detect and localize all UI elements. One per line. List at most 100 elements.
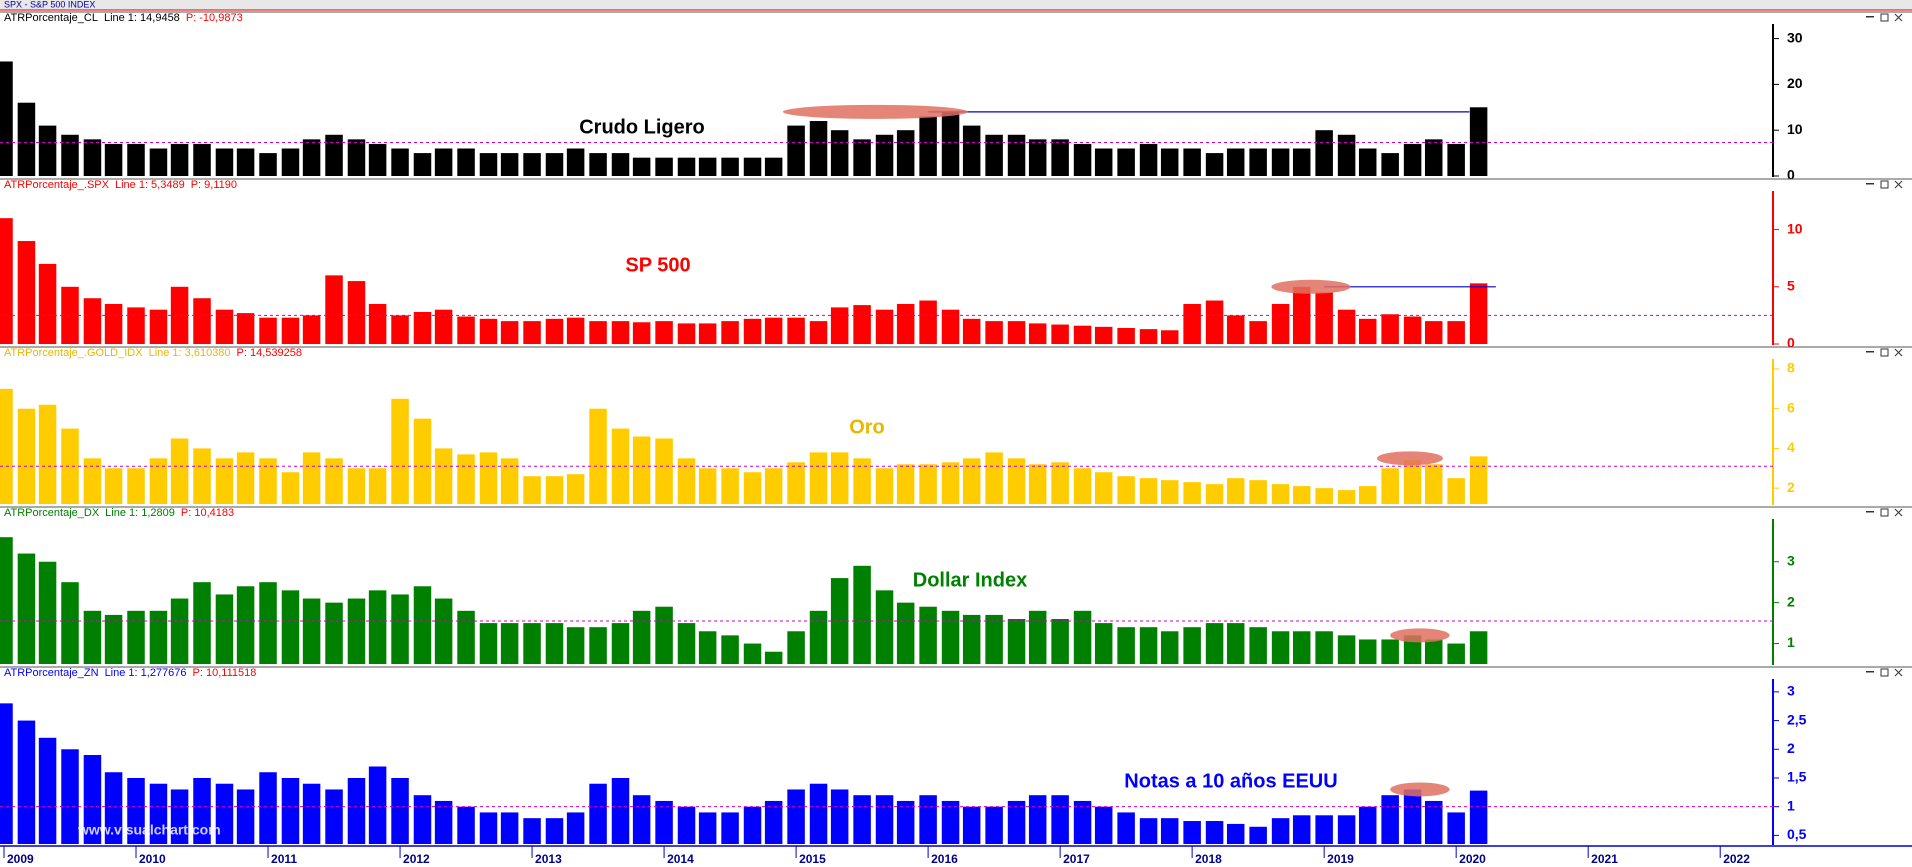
bar: [391, 777, 409, 844]
header-part: Line 1: 3,610380: [149, 347, 231, 359]
bar: [830, 307, 849, 344]
bar: [985, 614, 1003, 664]
bar: [127, 468, 145, 504]
bar: [1469, 107, 1488, 176]
bar: [1073, 325, 1092, 344]
bar: [1424, 464, 1443, 504]
bar: [1271, 148, 1290, 176]
bar: [391, 398, 409, 504]
bar: [764, 468, 783, 504]
bar: [236, 313, 255, 344]
bar: [193, 448, 211, 504]
bar: [830, 578, 849, 664]
x-tick-label: 2018: [1195, 852, 1222, 866]
bar: [413, 311, 432, 344]
highlight: [782, 104, 968, 119]
bar: [1007, 321, 1026, 344]
bar: [1051, 795, 1069, 844]
bar: [500, 458, 519, 504]
x-tick-label: 2017: [1063, 852, 1090, 866]
bar: [1381, 314, 1399, 344]
y-tick-label: 8: [1787, 360, 1795, 376]
bar: [368, 766, 387, 844]
bar: [149, 610, 168, 664]
y-tick-label: 10: [1787, 121, 1803, 137]
bar: [1337, 134, 1356, 176]
bar: [743, 318, 762, 344]
bar: [1249, 480, 1267, 504]
bar: [896, 130, 915, 176]
bar: [875, 309, 894, 344]
bar: [83, 458, 102, 504]
bar: [655, 800, 673, 844]
bar: [1337, 815, 1356, 844]
bar: [523, 623, 541, 664]
bar: [149, 309, 168, 344]
window-button: [1894, 668, 1903, 677]
bar: [1205, 153, 1224, 176]
bar: [17, 720, 36, 844]
bar: [698, 468, 717, 504]
bar: [1028, 323, 1047, 344]
bar: [1381, 639, 1399, 664]
bar: [721, 321, 739, 344]
bar: [1007, 800, 1026, 844]
bar: [698, 323, 717, 344]
bar: [1205, 623, 1224, 664]
bar: [1183, 821, 1201, 844]
bar: [1160, 631, 1179, 664]
bar: [919, 606, 937, 664]
bar: [281, 777, 300, 844]
bar: [61, 286, 79, 344]
bar: [919, 116, 937, 176]
header-part: ATRPorcentaje_ZN: [4, 667, 99, 679]
bar: [434, 598, 453, 664]
bar: [1028, 610, 1047, 664]
bar: [1337, 309, 1356, 344]
bar: [962, 614, 981, 664]
panel-header: ATRPorcentaje_.SPX Line 1: 5,3489 P: 9,119…: [4, 179, 237, 191]
bar: [655, 157, 673, 176]
x-tick-label: 2022: [1723, 852, 1750, 866]
bar: [1139, 329, 1158, 344]
header-part: P: 14,539258: [237, 347, 302, 359]
bar: [347, 777, 366, 844]
bar: [523, 153, 541, 176]
window-button: [1866, 16, 1874, 18]
x-tick-label: 2012: [403, 852, 430, 866]
y-tick-label: 3: [1787, 552, 1795, 568]
bar: [721, 468, 739, 504]
bar: [368, 590, 387, 664]
bar: [193, 298, 211, 344]
bar: [787, 789, 805, 844]
bar: [259, 317, 277, 344]
bar: [259, 772, 277, 844]
window-button: [1866, 351, 1874, 353]
bar: [566, 317, 585, 344]
bar: [368, 143, 387, 176]
bar: [787, 317, 805, 344]
panel-header: ATRPorcentaje_.GOLD_IDX Line 1: 3,610380 P…: [4, 347, 302, 359]
bar: [919, 300, 937, 344]
header-part: P: 9,1190: [191, 179, 237, 191]
x-tick-label: 2011: [271, 852, 297, 866]
bar: [743, 643, 762, 664]
x-tick-label: 2014: [667, 852, 694, 866]
bar: [1424, 321, 1443, 344]
bar: [830, 130, 849, 176]
y-tick-label: 2,5: [1787, 711, 1807, 727]
bar: [962, 806, 981, 844]
bar: [391, 594, 409, 664]
x-tick-label: 2010: [139, 852, 166, 866]
bar: [1249, 627, 1267, 664]
bar: [743, 157, 762, 176]
bar: [1424, 639, 1443, 664]
window-button: [1880, 348, 1889, 357]
bar: [764, 157, 783, 176]
bar: [500, 321, 519, 344]
bar: [523, 321, 541, 344]
bar: [391, 148, 409, 176]
bar: [787, 125, 805, 176]
bar: [545, 476, 564, 504]
bar: [500, 812, 519, 844]
